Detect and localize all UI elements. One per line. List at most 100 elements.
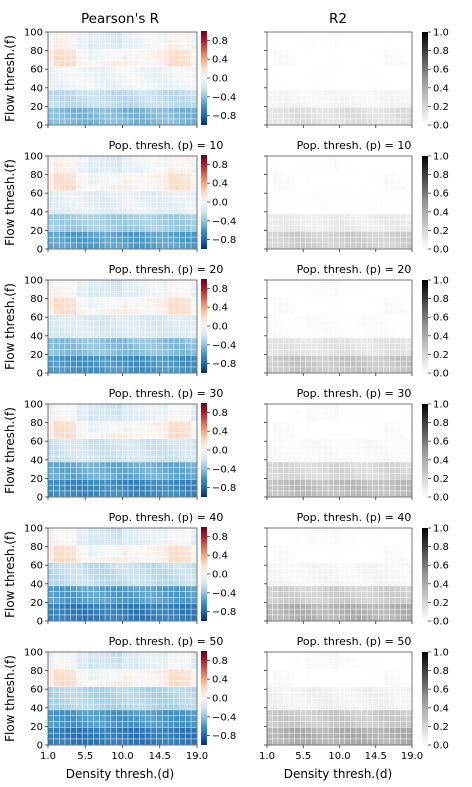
heatmap-cell-r bbox=[168, 95, 174, 102]
heatmap-cell-r2 bbox=[300, 456, 306, 462]
heatmap-cell-r bbox=[76, 733, 82, 739]
heatmap-cell-r2 bbox=[367, 49, 373, 55]
heatmap-cell-r bbox=[93, 90, 100, 96]
heatmap-cell-r bbox=[185, 291, 191, 297]
heatmap-cell-r bbox=[162, 433, 168, 439]
heatmap-cell-r2 bbox=[322, 591, 328, 598]
heatmap-cell-r bbox=[88, 219, 94, 226]
heatmap-cell-r bbox=[99, 225, 105, 232]
heatmap-cell-r2 bbox=[306, 533, 312, 540]
heatmap-cell-r bbox=[174, 280, 180, 286]
heatmap-cell-r2 bbox=[339, 314, 345, 321]
heatmap-cell-r bbox=[185, 715, 191, 722]
heatmap-cell-r bbox=[133, 409, 140, 416]
heatmap-cell-r bbox=[139, 202, 145, 208]
heatmap-cell-r bbox=[116, 491, 122, 497]
heatmap-cell-r bbox=[179, 61, 186, 67]
heatmap-cell-r2 bbox=[322, 243, 328, 249]
heatmap-cell-r2 bbox=[283, 43, 289, 49]
heatmap-cell-r2 bbox=[278, 343, 284, 350]
heatmap-cell-r bbox=[139, 580, 145, 586]
heatmap-cell-r2 bbox=[278, 562, 284, 569]
heatmap-cell-r2 bbox=[311, 156, 317, 162]
heatmap-cell-r2 bbox=[317, 55, 323, 61]
heatmap-cell-r bbox=[116, 479, 122, 485]
heatmap-cell-r bbox=[111, 314, 117, 321]
heatmap-cell-r2 bbox=[267, 433, 273, 439]
heatmap-cell-r2 bbox=[333, 280, 339, 286]
heatmap-cell-r bbox=[133, 309, 140, 315]
heatmap-cell-r2 bbox=[384, 539, 390, 545]
heatmap-cell-r2 bbox=[389, 156, 395, 162]
heatmap-cell-r bbox=[48, 692, 54, 698]
heatmap-cell-r2 bbox=[372, 615, 379, 621]
heatmap-cell-r bbox=[70, 285, 77, 292]
heatmap-cell-r bbox=[88, 343, 94, 350]
heatmap-cell-r bbox=[99, 467, 105, 474]
y-tick-label: 80 bbox=[30, 170, 43, 181]
heatmap-cell-r2 bbox=[278, 332, 284, 338]
heatmap-cell-r bbox=[139, 66, 145, 73]
heatmap-cell-r bbox=[116, 545, 122, 551]
heatmap-cell-r2 bbox=[272, 314, 278, 321]
heatmap-cell-r2 bbox=[300, 332, 306, 338]
heatmap-cell-r bbox=[105, 107, 111, 113]
heatmap-cell-r2 bbox=[328, 574, 334, 580]
heatmap-cell-r2 bbox=[300, 485, 306, 491]
heatmap-cell-r2 bbox=[389, 72, 395, 78]
heatmap-cell-r bbox=[128, 237, 134, 243]
heatmap-cell-r2 bbox=[400, 55, 406, 61]
heatmap-cell-r bbox=[185, 95, 191, 102]
heatmap-cell-r2 bbox=[306, 485, 312, 491]
heatmap-cell-r bbox=[156, 557, 163, 563]
heatmap-cell-r2 bbox=[278, 167, 284, 173]
heatmap-cell-r2 bbox=[384, 219, 390, 226]
heatmap-cell-r bbox=[174, 320, 180, 326]
heatmap-cell-r bbox=[111, 591, 117, 598]
x-tick-label: 14.5 bbox=[149, 751, 171, 762]
heatmap-cell-r2 bbox=[367, 361, 373, 367]
heatmap-cell-r2 bbox=[372, 320, 379, 326]
heatmap-cell-r2 bbox=[294, 456, 300, 462]
heatmap-cell-r bbox=[162, 603, 168, 609]
heatmap-cell-r bbox=[48, 285, 54, 292]
heatmap-cell-r2 bbox=[272, 421, 278, 427]
heatmap-cell-r2 bbox=[272, 557, 278, 563]
heatmap-cell-r bbox=[111, 349, 117, 356]
heatmap-cell-r2 bbox=[345, 237, 351, 243]
heatmap-cell-r bbox=[59, 574, 65, 580]
heatmap-cell-r bbox=[48, 72, 54, 78]
heatmap-cell-r bbox=[122, 161, 128, 168]
heatmap-cell-r bbox=[162, 580, 168, 586]
heatmap-cell-r2 bbox=[345, 615, 351, 621]
heatmap-cell-r bbox=[48, 704, 54, 710]
heatmap-cell-r bbox=[179, 663, 186, 669]
heatmap-cell-r bbox=[156, 574, 163, 580]
heatmap-cell-r bbox=[128, 156, 134, 162]
heatmap-cell-r2 bbox=[389, 173, 395, 179]
heatmap-cell-r bbox=[156, 669, 163, 675]
heatmap-cell-r2 bbox=[278, 84, 284, 90]
heatmap-cell-r bbox=[70, 467, 77, 474]
heatmap-cell-r bbox=[99, 338, 105, 344]
heatmap-cell-r bbox=[116, 314, 122, 321]
heatmap-cell-r2 bbox=[406, 421, 412, 427]
heatmap-cell-r2 bbox=[339, 66, 345, 73]
heatmap-cell-r bbox=[53, 551, 59, 557]
heatmap-cell-r2 bbox=[345, 338, 351, 344]
heatmap-cell-r bbox=[48, 214, 54, 220]
heatmap-cell-r bbox=[116, 444, 122, 450]
heatmap-cell-r2 bbox=[356, 562, 362, 569]
heatmap-cell-r bbox=[93, 196, 100, 202]
heatmap-cell-r2 bbox=[322, 43, 328, 49]
heatmap-cell-r2 bbox=[389, 415, 395, 421]
heatmap-cell-r bbox=[93, 72, 100, 78]
heatmap-cell-r2 bbox=[356, 444, 362, 450]
heatmap-cell-r bbox=[162, 243, 168, 249]
heatmap-cell-r bbox=[82, 528, 88, 534]
heatmap-cell-r bbox=[70, 692, 77, 698]
heatmap-cell-r bbox=[99, 343, 105, 350]
heatmap-cell-r2 bbox=[406, 727, 412, 733]
heatmap-cell-r2 bbox=[356, 49, 362, 55]
heatmap-cell-r bbox=[116, 78, 122, 84]
